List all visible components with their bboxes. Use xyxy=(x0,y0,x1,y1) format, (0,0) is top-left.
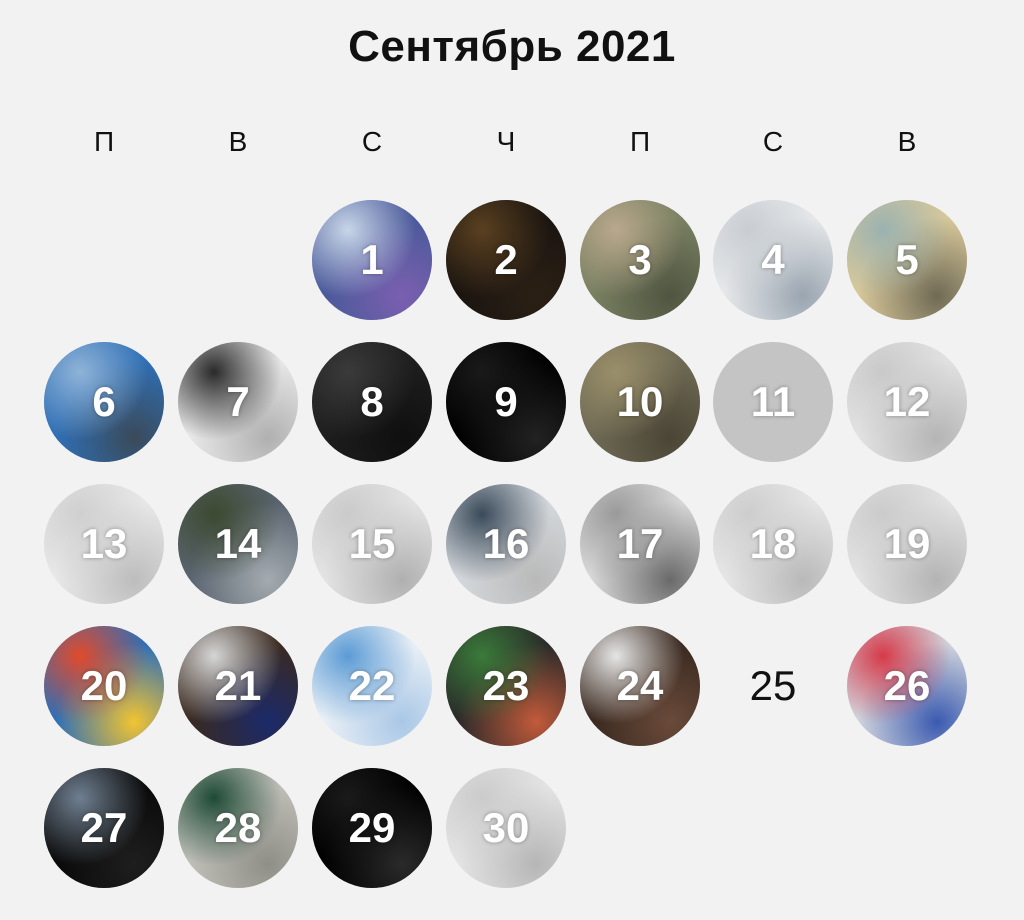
laptop-screen-photo-icon xyxy=(178,626,298,746)
day-number: 2 xyxy=(494,236,518,283)
day-cell-4[interactable]: 4 xyxy=(713,200,833,320)
day-number: 5 xyxy=(895,236,919,283)
day-number: 17 xyxy=(616,520,664,567)
weekday-label: П xyxy=(93,126,115,157)
day-cell-12[interactable]: 12 xyxy=(847,342,967,462)
day-cell-19[interactable]: 19 xyxy=(847,484,967,604)
day-cell-2[interactable]: 2 xyxy=(446,200,566,320)
day-cell-29[interactable]: 29 xyxy=(312,768,432,888)
news-screenshot-icon xyxy=(446,484,566,604)
weekday-label: Ч xyxy=(496,126,516,157)
day-number: 22 xyxy=(348,662,396,709)
day-number: 27 xyxy=(80,804,128,851)
tweet-screenshot-icon xyxy=(44,484,164,604)
day-number: 16 xyxy=(482,520,530,567)
russia-map-logo-icon xyxy=(44,626,164,746)
weekday-label: В xyxy=(897,126,917,157)
day-number: 7 xyxy=(226,378,250,425)
day-cell-20[interactable]: 20 xyxy=(44,626,164,746)
day-number: 3 xyxy=(628,236,652,283)
day-cell-28[interactable]: 28 xyxy=(178,768,298,888)
day-cell-26[interactable]: 26 xyxy=(847,626,967,746)
alarm-screen-icon xyxy=(446,342,566,462)
text-screenshot-icon xyxy=(713,484,833,604)
activity-chart-screenshot-icon xyxy=(312,626,432,746)
weekday-label: С xyxy=(361,126,383,157)
day-number: 28 xyxy=(214,804,262,851)
day-cell-3[interactable]: 3 xyxy=(580,200,700,320)
day-number: 18 xyxy=(749,520,797,567)
puddle-photo-icon xyxy=(580,342,700,462)
day-number: 11 xyxy=(750,378,796,425)
comic-strip-icon xyxy=(847,200,967,320)
day-number: 8 xyxy=(360,378,384,425)
day-cell-9[interactable]: 9 xyxy=(446,342,566,462)
day-number: 13 xyxy=(80,520,128,567)
day-number: 20 xyxy=(80,662,128,709)
day-cell-11[interactable]: 11 xyxy=(713,342,833,462)
bus-photo-icon xyxy=(44,342,164,462)
day-number: 15 xyxy=(348,520,396,567)
day-cell-25[interactable]: 25 xyxy=(713,626,833,746)
earbuds-photo-icon xyxy=(312,342,432,462)
day-number: 9 xyxy=(494,378,518,425)
day-cell-14[interactable]: 14 xyxy=(178,484,298,604)
day-cell-8[interactable]: 8 xyxy=(312,342,432,462)
document-photo-icon xyxy=(580,484,700,604)
day-cell-7[interactable]: 7 xyxy=(178,342,298,462)
day-cell-30[interactable]: 30 xyxy=(446,768,566,888)
gpu-boxes-photo-icon xyxy=(178,342,298,462)
day-number: 30 xyxy=(482,804,530,851)
day-cell-10[interactable]: 10 xyxy=(580,342,700,462)
day-number: 24 xyxy=(616,662,664,709)
day-cell-18[interactable]: 18 xyxy=(713,484,833,604)
day-number: 29 xyxy=(348,804,396,851)
day-cell-15[interactable]: 15 xyxy=(312,484,432,604)
day-cell-24[interactable]: 24 xyxy=(580,626,700,746)
iphone-case-photo-icon xyxy=(178,768,298,888)
dark-chat-screenshot-icon xyxy=(312,768,432,888)
day-number: 4 xyxy=(761,236,785,283)
church-night-photo-icon xyxy=(446,200,566,320)
tweet-screenshot-icon xyxy=(713,200,833,320)
day-cell-23[interactable]: 23 xyxy=(446,626,566,746)
text-screenshot-icon xyxy=(312,484,432,604)
weekday-label: П xyxy=(629,126,651,157)
apple-event-photo-icon xyxy=(847,626,967,746)
day-cell-5[interactable]: 5 xyxy=(847,200,967,320)
day-number: 19 xyxy=(883,520,931,567)
day-cell-1[interactable]: 1 xyxy=(312,200,432,320)
day-cell-21[interactable]: 21 xyxy=(178,626,298,746)
text-screenshot-icon xyxy=(446,768,566,888)
screenshot-thumbnail-icon xyxy=(312,200,432,320)
day-cell-22[interactable]: 22 xyxy=(312,626,432,746)
text-screenshot-icon xyxy=(847,342,967,462)
text-screenshot-icon xyxy=(847,484,967,604)
day-number: 25 xyxy=(749,662,797,709)
people-collage-photo-icon xyxy=(580,200,700,320)
day-number: 10 xyxy=(616,378,664,425)
day-number: 23 xyxy=(482,662,530,709)
month-title: Сентябрь 2021 xyxy=(348,22,676,71)
tablet-photo-icon xyxy=(580,626,700,746)
weekday-label: В xyxy=(228,126,248,157)
day-number: 12 xyxy=(883,378,931,425)
day-cell-6[interactable]: 6 xyxy=(44,342,164,462)
day-number: 1 xyxy=(360,236,384,283)
day-cell-13[interactable]: 13 xyxy=(44,484,164,604)
day-cell-27[interactable]: 27 xyxy=(44,768,164,888)
day-number: 6 xyxy=(92,378,116,425)
day-cell-16[interactable]: 16 xyxy=(446,484,566,604)
suv-photo-icon xyxy=(178,484,298,604)
day-number: 14 xyxy=(214,520,262,567)
laptop-stand-photo-icon xyxy=(44,768,164,888)
weekday-label: С xyxy=(762,126,784,157)
day-number: 26 xyxy=(883,662,931,709)
phone-in-hand-photo-icon xyxy=(446,626,566,746)
day-cell-17[interactable]: 17 xyxy=(580,484,700,604)
day-number: 21 xyxy=(214,662,262,709)
